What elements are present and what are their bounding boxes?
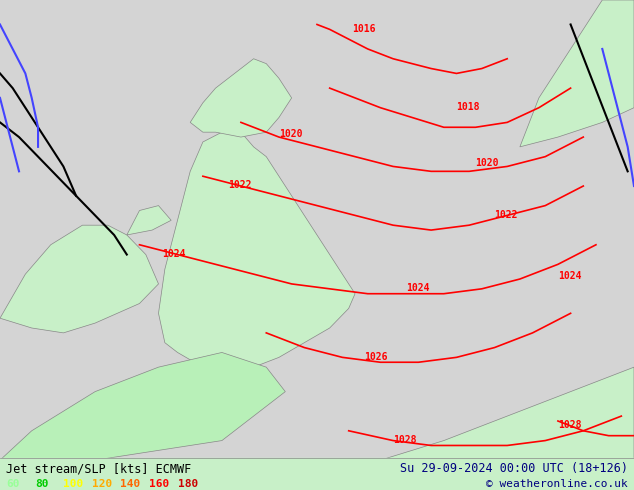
Text: 80: 80 xyxy=(35,479,48,489)
Text: 120: 120 xyxy=(92,479,112,489)
Text: © weatheronline.co.uk: © weatheronline.co.uk xyxy=(486,479,628,489)
Text: 1016: 1016 xyxy=(352,24,375,34)
Polygon shape xyxy=(0,225,158,333)
Text: 1026: 1026 xyxy=(365,352,388,362)
Polygon shape xyxy=(158,132,355,372)
Text: 1028: 1028 xyxy=(393,435,417,445)
Polygon shape xyxy=(127,206,171,235)
Text: 100: 100 xyxy=(63,479,84,489)
Polygon shape xyxy=(380,367,634,460)
Text: Su 29-09-2024 00:00 UTC (18+126): Su 29-09-2024 00:00 UTC (18+126) xyxy=(399,463,628,475)
Polygon shape xyxy=(520,0,634,147)
Text: 1024: 1024 xyxy=(162,249,185,259)
Text: 1028: 1028 xyxy=(558,420,581,430)
Text: 1018: 1018 xyxy=(456,102,480,112)
Text: 140: 140 xyxy=(120,479,141,489)
Polygon shape xyxy=(190,59,292,137)
Text: 1020: 1020 xyxy=(279,129,302,139)
Bar xyxy=(0,458,634,490)
Text: 1022: 1022 xyxy=(228,180,252,191)
Text: 180: 180 xyxy=(178,479,198,489)
Text: 60: 60 xyxy=(6,479,20,489)
Text: 1022: 1022 xyxy=(495,210,518,220)
Text: Jet stream/SLP [kts] ECMWF: Jet stream/SLP [kts] ECMWF xyxy=(6,463,191,475)
Text: 1024: 1024 xyxy=(558,271,581,281)
Polygon shape xyxy=(0,352,285,460)
Text: 1024: 1024 xyxy=(406,283,429,294)
Text: 1020: 1020 xyxy=(476,158,499,169)
Text: 160: 160 xyxy=(149,479,169,489)
